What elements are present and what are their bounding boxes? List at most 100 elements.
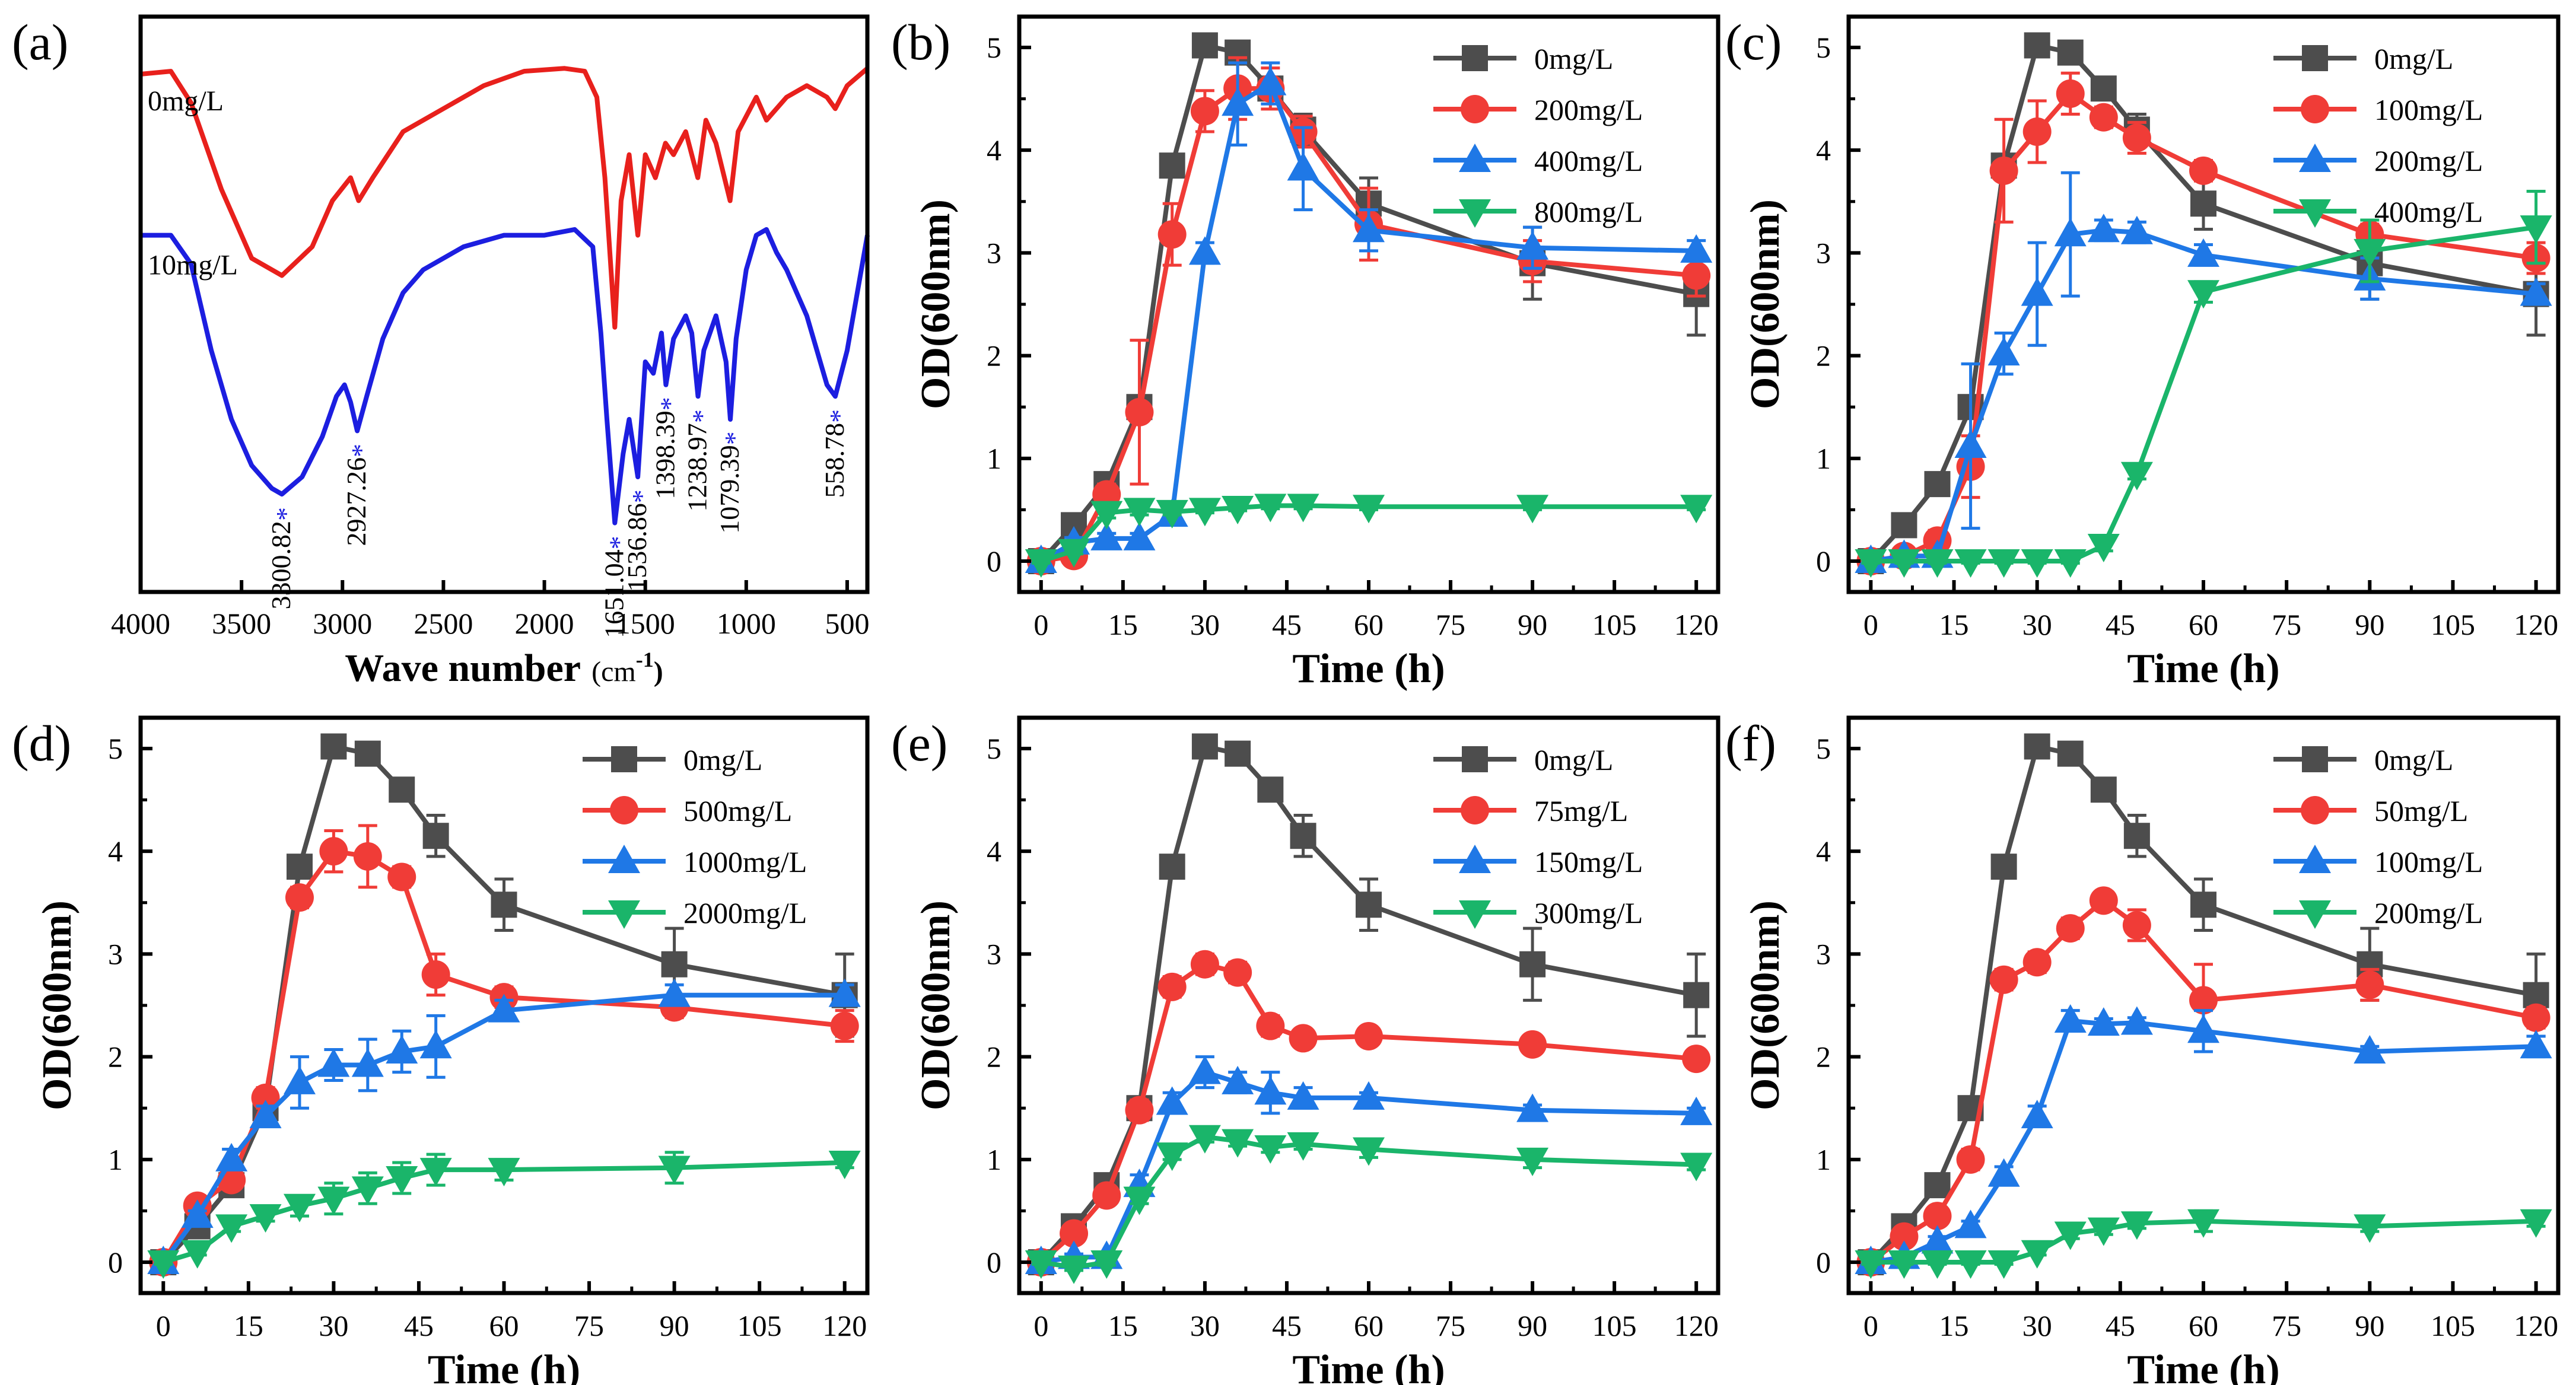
x-tick-label: 15 [1108, 608, 1138, 641]
legend-label: 300mg/L [1534, 896, 1643, 929]
legend-label: 2000mg/L [683, 896, 807, 929]
y-tick-label: 0 [108, 1246, 123, 1279]
data-point [1125, 397, 1154, 426]
data-point [1287, 493, 1319, 523]
peak-label: 1536.86* [622, 489, 657, 592]
data-point [1987, 337, 2020, 366]
peak-label: 1079.39* [714, 431, 749, 534]
data-point [2521, 1003, 2550, 1032]
x-axis-unit-exp: -1 [636, 648, 654, 671]
data-point [2120, 461, 2153, 491]
x-axis-label: Time (h) [428, 1347, 580, 1385]
legend-marker [2299, 199, 2331, 228]
data-point [2054, 549, 2087, 578]
data-point [1254, 66, 1287, 95]
y-tick-label: 5 [987, 31, 1001, 64]
data-point [2056, 79, 2085, 108]
data-point [1157, 972, 1187, 1001]
x-tick-label: 2000 [515, 607, 574, 640]
legend: 0mg/L 75mg/L 150mg/L 300mg/L [1433, 743, 1643, 929]
x-tick-label: 90 [1518, 608, 1547, 641]
data-point [1222, 495, 1254, 524]
data-point [1090, 521, 1123, 550]
peak-star: * [719, 431, 749, 445]
legend-marker [611, 746, 637, 772]
x-axis-label: Wave number (cm-1) [345, 647, 663, 690]
data-point [1191, 32, 1218, 59]
data-point [2089, 886, 2118, 915]
data-point [1353, 1081, 1385, 1110]
data-point [1888, 1250, 1920, 1279]
data-point [2090, 776, 2117, 803]
x-tick-label: 30 [1190, 608, 1220, 641]
data-point [2054, 1004, 2087, 1033]
data-point [1287, 1081, 1319, 1110]
series-3 [1025, 1125, 1713, 1284]
data-point [1353, 495, 1385, 524]
data-point [1188, 1055, 1221, 1084]
x-tick-label: 75 [1436, 1309, 1465, 1342]
data-point [1287, 1132, 1319, 1161]
data-point [1090, 501, 1123, 530]
legend-marker [2302, 746, 2328, 772]
legend-marker [2299, 845, 2331, 873]
data-point [1989, 965, 2018, 994]
data-point [1353, 1137, 1385, 1166]
y-tick-label: 4 [987, 835, 1001, 868]
y-tick-label: 5 [108, 732, 123, 765]
data-point [422, 823, 449, 849]
legend-label: 100mg/L [2374, 93, 2483, 126]
data-point [354, 740, 381, 767]
series-3 [1025, 493, 1713, 578]
data-point [1516, 231, 1549, 260]
peak-star: * [271, 507, 301, 521]
data-point [181, 1240, 214, 1269]
data-point [1156, 1086, 1188, 1115]
panel-label: (a) [12, 14, 68, 71]
data-point [2087, 214, 2120, 243]
x-tick-label: 60 [1354, 1309, 1384, 1342]
y-tick-label: 1 [987, 442, 1001, 475]
data-point [1990, 854, 2017, 880]
legend-marker [2299, 144, 2331, 172]
x-tick-label: 105 [1592, 608, 1637, 641]
legend-label: 200mg/L [1534, 93, 1643, 126]
spectrum-line [141, 227, 870, 526]
x-tick-label: 60 [2189, 608, 2218, 641]
legend-label: 400mg/L [1534, 144, 1643, 177]
panel-label: (c) [1725, 14, 1782, 71]
y-tick-label: 5 [1816, 31, 1831, 64]
data-point [283, 1065, 316, 1094]
legend-label: 150mg/L [1534, 845, 1643, 878]
x-tick-label: 45 [1272, 1309, 1302, 1342]
data-point [1159, 152, 1185, 179]
x-tick-label: 15 [1108, 1309, 1138, 1342]
data-point [2187, 238, 2219, 267]
data-point [249, 1100, 282, 1129]
data-point [1921, 1225, 1954, 1254]
data-point [2087, 1217, 2120, 1246]
data-point [828, 978, 861, 1007]
series-2 [1855, 1004, 2552, 1275]
panel-label: (d) [12, 715, 71, 772]
series-3 [147, 1151, 861, 1279]
legend: 0mg/L 200mg/L 400mg/L 800mg/L [1433, 42, 1643, 228]
y-tick-label: 0 [987, 1246, 1001, 1279]
panel-label: (f) [1725, 715, 1776, 772]
data-point [215, 1214, 248, 1243]
data-point [2024, 32, 2050, 59]
data-point [1680, 1096, 1713, 1125]
x-tick-label: 105 [2431, 1309, 2475, 1342]
peak-star: * [687, 409, 717, 423]
data-point [1987, 1158, 2020, 1187]
data-point [1354, 1021, 1383, 1050]
x-tick-label: 0 [1033, 608, 1048, 641]
data-point [1125, 1096, 1154, 1125]
y-axis-label: OD(600nm) [34, 900, 80, 1110]
x-tick-label: 120 [2514, 1309, 2558, 1342]
data-point [2120, 1211, 2153, 1240]
peak-star: * [824, 409, 854, 423]
data-point [1683, 982, 1710, 1008]
